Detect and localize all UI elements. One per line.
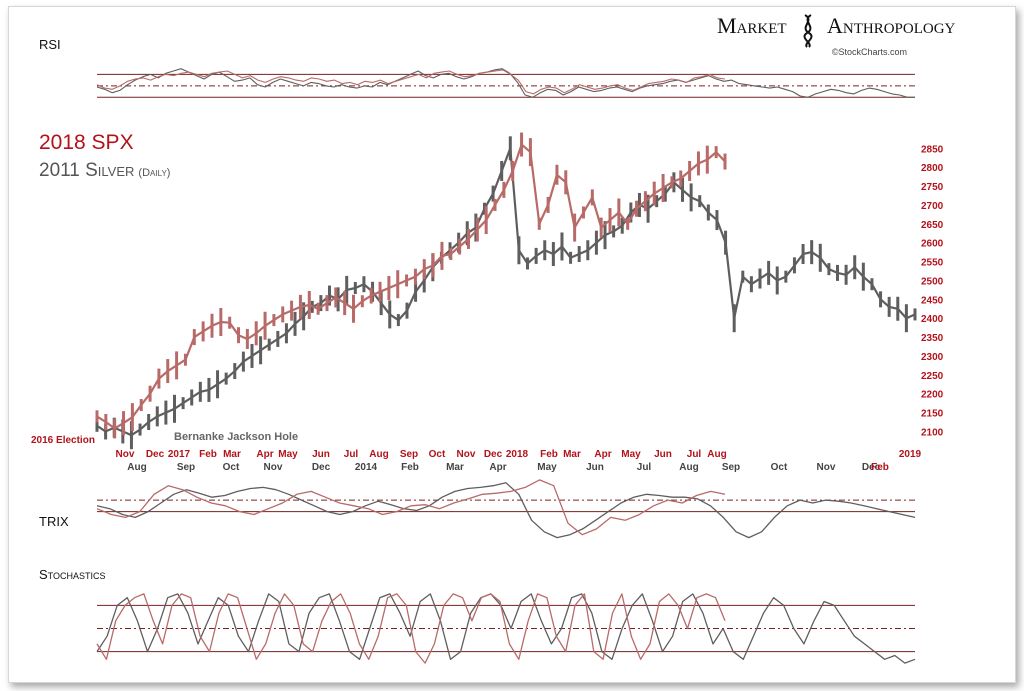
x-tick-label-bottom: Apr	[489, 462, 506, 473]
x-tick-label-top: Feb	[199, 449, 217, 460]
x-tick-label-bottom: Sep	[177, 462, 195, 473]
chart-frame: Market Anthropology ©StockCharts.com RSI…	[8, 6, 1016, 683]
y-tick-label: 2600	[921, 239, 944, 250]
y-tick-label: 2700	[921, 201, 944, 212]
brand-title-right: Anthropology	[827, 13, 956, 38]
y-tick-label: 2800	[921, 163, 944, 174]
annotation-2016-election: 2016 Election	[31, 435, 95, 446]
y-tick-label: 2850	[921, 144, 944, 155]
stoch-silver-line	[96, 593, 916, 664]
x-tick-label-top: Mar	[563, 449, 581, 460]
x-tick-label-bottom: Oct	[223, 462, 240, 473]
y-tick-label: 2750	[921, 182, 944, 193]
chart-title: 2018 SPX	[39, 131, 134, 154]
y-tick-label: 2500	[921, 276, 944, 287]
x-tick-label-top: Apr	[256, 449, 273, 460]
x-tick-label-bottom: Oct	[771, 462, 788, 473]
rsi-spx-line	[96, 69, 726, 95]
x-tick-label-top: Apr	[594, 449, 611, 460]
price-silver-line	[96, 147, 916, 437]
y-tick-label: 2150	[921, 409, 944, 420]
x-tick-label-top: 2017	[168, 449, 191, 460]
y-tick-label: 2350	[921, 333, 944, 344]
y-tick-label: 2400	[921, 314, 944, 325]
stockcharts-credit: ©StockCharts.com	[832, 47, 907, 57]
x-tick-label-top: Mar	[223, 449, 241, 460]
x-tick-label-top: Nov	[116, 449, 135, 460]
stochastics-panel-label: Stochastics	[39, 567, 106, 582]
stoch-spx-line	[96, 593, 726, 664]
x-tick-label-bottom: 2014	[355, 462, 378, 473]
x-tick-label-top: Jun	[312, 449, 330, 460]
x-tick-label-top: Dec	[484, 449, 503, 460]
y-tick-label: 2100	[921, 427, 944, 438]
price-spx-line	[96, 143, 726, 430]
trix-spx-line	[96, 479, 726, 536]
brand-title-left: Market	[717, 13, 787, 38]
x-tick-label-bottom: Feb	[871, 462, 889, 473]
x-tick-label-top: Aug	[369, 449, 388, 460]
x-tick-label-bottom: 2019	[899, 449, 922, 460]
x-tick-label-top: Dec	[146, 449, 165, 460]
x-tick-label-bottom: Dec	[312, 462, 331, 473]
x-tick-label-top: Aug	[707, 449, 726, 460]
x-tick-label-top: Feb	[540, 449, 558, 460]
trix-panel-label: TRIX	[39, 514, 69, 529]
y-tick-label: 2550	[921, 258, 944, 269]
x-tick-label-top: Jul	[344, 449, 359, 460]
rsi-silver-line	[96, 68, 915, 98]
x-tick-label-top: Jun	[654, 449, 672, 460]
x-tick-label-bottom: Aug	[127, 462, 146, 473]
y-tick-label: 2650	[921, 220, 944, 231]
y-tick-label: 2450	[921, 295, 944, 306]
x-tick-label-bottom: Sep	[722, 462, 740, 473]
x-tick-label-bottom: Aug	[679, 462, 698, 473]
x-tick-label-top: Jul	[687, 449, 702, 460]
x-tick-label-bottom: Jul	[637, 462, 652, 473]
x-tick-label-top: May	[621, 449, 641, 460]
y-tick-label: 2200	[921, 390, 944, 401]
x-tick-label-bottom: Jun	[586, 462, 604, 473]
x-tick-label-bottom: Mar	[446, 462, 464, 473]
x-tick-label-bottom: Nov	[264, 462, 283, 473]
chart-subtitle-note: (Daily)	[138, 167, 170, 179]
x-tick-label-bottom: Nov	[817, 462, 836, 473]
x-tick-label-bottom: Feb	[401, 462, 419, 473]
chart-subtitle: 2011 Silver (Daily)	[39, 160, 170, 181]
chart-subtitle-main: 2011 Silver	[39, 160, 134, 181]
x-tick-label-top: May	[278, 449, 298, 460]
axis-ticks-layer: 2100 2150 2200 2250 2300 2350 2400 2450 2500 2550…	[116, 144, 944, 473]
x-tick-label-top: Nov	[457, 449, 476, 460]
x-tick-label-top: Oct	[429, 449, 446, 460]
x-tick-label-top: 2018	[506, 449, 529, 460]
trix-silver-line	[96, 482, 916, 539]
series-layer	[95, 68, 917, 664]
x-tick-label-top: Sep	[400, 449, 418, 460]
y-tick-label: 2250	[921, 371, 944, 382]
x-tick-label-bottom: Dec	[862, 462, 881, 473]
chart-canvas: Market Anthropology ©StockCharts.com RSI…	[31, 13, 956, 664]
rsi-panel-label: RSI	[39, 37, 61, 52]
y-tick-label: 2300	[921, 352, 944, 363]
dna-helix-icon	[803, 14, 813, 48]
x-tick-label-bottom: May	[537, 462, 557, 473]
annotation-bernanke-jackson-hole: Bernanke Jackson Hole	[174, 431, 298, 443]
guide-lines	[97, 73, 915, 653]
